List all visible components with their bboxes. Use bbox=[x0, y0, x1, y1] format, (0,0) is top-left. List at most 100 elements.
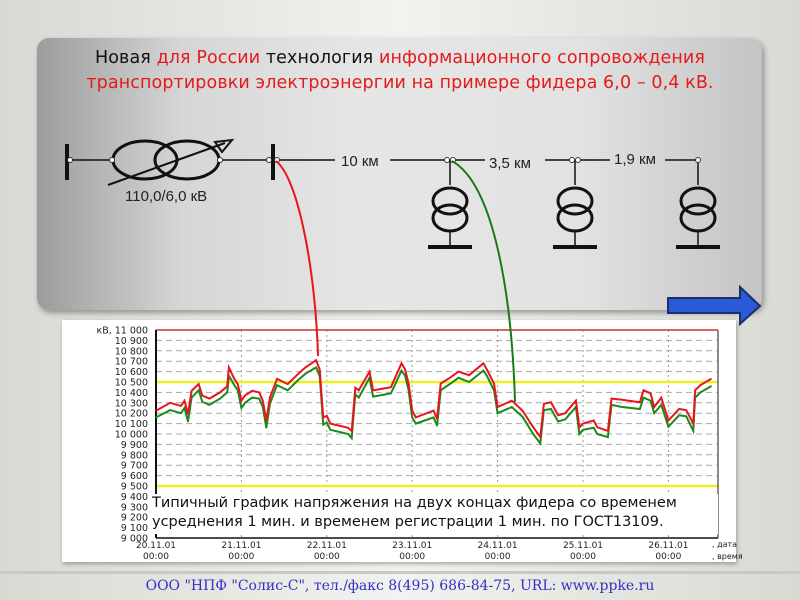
point-source-end bbox=[649, 392, 652, 395]
point-far-end bbox=[710, 385, 712, 387]
point-far-end bbox=[692, 430, 695, 432]
point-far-end bbox=[251, 396, 253, 399]
y-tick-label: 10 300 bbox=[115, 398, 148, 409]
point-source-end bbox=[318, 368, 321, 371]
point-far-end bbox=[350, 437, 353, 439]
point-source-end bbox=[439, 382, 442, 385]
point-far-end bbox=[653, 412, 655, 415]
point-source-end bbox=[575, 399, 577, 402]
point-far-end bbox=[240, 407, 243, 409]
point-far-end bbox=[286, 389, 289, 392]
point-source-end bbox=[228, 366, 230, 369]
point-far-end bbox=[432, 416, 435, 419]
point-source-end bbox=[564, 412, 567, 415]
point-far-end bbox=[226, 391, 228, 394]
y-tick-label: 9 500 bbox=[121, 482, 148, 493]
point-source-end bbox=[699, 384, 702, 386]
point-source-end bbox=[710, 378, 712, 380]
point-far-end bbox=[639, 408, 641, 410]
point-far-end bbox=[607, 436, 609, 438]
point-source-end bbox=[496, 406, 499, 408]
point-source-end bbox=[457, 370, 460, 373]
y-tick-label: 10 600 bbox=[115, 367, 148, 378]
point-far-end bbox=[621, 406, 623, 408]
title-part: для России bbox=[156, 48, 266, 68]
point-source-end bbox=[329, 422, 332, 425]
x-tick-time: 00:00 bbox=[399, 552, 425, 562]
y-tick-label: 9 000 bbox=[121, 534, 148, 545]
point-far-end bbox=[400, 369, 403, 372]
point-source-end bbox=[486, 368, 488, 371]
point-source-end bbox=[354, 386, 357, 389]
point-source-end bbox=[261, 399, 264, 402]
point-source-end bbox=[436, 418, 438, 420]
y-tick-label: 10 100 bbox=[115, 419, 148, 430]
x-tick-date: 21.11.01 bbox=[221, 541, 261, 551]
point-far-end bbox=[557, 420, 559, 423]
point-source-end bbox=[240, 399, 243, 402]
point-far-end bbox=[496, 412, 499, 415]
y-tick-label: 9 700 bbox=[121, 461, 148, 472]
footer-contact: ООО "НПФ "Солис-С", тел./факс 8(495) 686… bbox=[145, 578, 655, 594]
point-source-end bbox=[251, 390, 253, 392]
point-source-end bbox=[244, 394, 246, 397]
point-source-end bbox=[233, 378, 236, 380]
point-source-end bbox=[390, 386, 392, 389]
x-tick-date: 26.11.01 bbox=[648, 541, 688, 551]
point-far-end bbox=[414, 422, 417, 425]
point-far-end bbox=[219, 397, 221, 400]
point-source-end bbox=[521, 409, 524, 412]
point-source-end bbox=[326, 415, 328, 417]
point-source-end bbox=[350, 430, 353, 432]
point-far-end bbox=[265, 426, 268, 429]
point-source-end bbox=[169, 402, 172, 404]
point-source-end bbox=[368, 370, 371, 373]
point-far-end bbox=[468, 381, 470, 383]
series-line-far-end bbox=[155, 365, 712, 447]
point-source-end bbox=[155, 409, 157, 412]
point-far-end bbox=[155, 416, 157, 419]
footer-divider bbox=[0, 571, 800, 574]
point-source-end bbox=[468, 374, 470, 377]
point-source-end bbox=[407, 382, 410, 385]
point-far-end bbox=[482, 369, 485, 372]
point-far-end bbox=[486, 374, 488, 377]
point-source-end bbox=[400, 362, 403, 365]
point-source-end bbox=[197, 383, 200, 385]
point-source-end bbox=[557, 414, 559, 417]
point-far-end bbox=[521, 416, 524, 418]
point-source-end bbox=[511, 399, 513, 402]
annotation-line: Типичный график напряжения на двух конца… bbox=[152, 495, 677, 511]
point-source-end bbox=[201, 394, 204, 397]
point-source-end bbox=[539, 436, 542, 438]
point-far-end bbox=[642, 396, 645, 399]
point-far-end bbox=[564, 418, 567, 421]
point-far-end bbox=[582, 429, 584, 431]
point-source-end bbox=[208, 397, 211, 400]
point-far-end bbox=[183, 407, 186, 409]
point-source-end bbox=[578, 426, 581, 429]
point-source-end bbox=[322, 416, 325, 419]
point-far-end bbox=[372, 395, 374, 398]
title-part: информационного сопровождения транспорти… bbox=[86, 48, 714, 93]
point-source-end bbox=[269, 396, 271, 399]
point-source-end bbox=[414, 416, 417, 419]
point-source-end bbox=[304, 366, 307, 369]
point-far-end bbox=[539, 442, 542, 445]
y-tick-label: 9 400 bbox=[121, 492, 148, 503]
point-source-end bbox=[180, 405, 182, 407]
point-source-end bbox=[190, 390, 193, 392]
point-source-end bbox=[592, 419, 595, 422]
x-tick-time: 00:00 bbox=[485, 552, 511, 562]
title-part: Новая bbox=[94, 48, 157, 68]
point-far-end bbox=[390, 392, 392, 395]
x-tick-time: 00:00 bbox=[655, 552, 681, 562]
point-far-end bbox=[208, 404, 211, 406]
y-tick-label: 9 900 bbox=[121, 440, 148, 451]
point-source-end bbox=[685, 409, 687, 411]
point-far-end bbox=[596, 433, 599, 435]
y-tick-label: 9 800 bbox=[121, 450, 148, 461]
point-source-end bbox=[183, 399, 186, 402]
point-source-end bbox=[660, 396, 663, 399]
point-far-end bbox=[326, 421, 328, 424]
